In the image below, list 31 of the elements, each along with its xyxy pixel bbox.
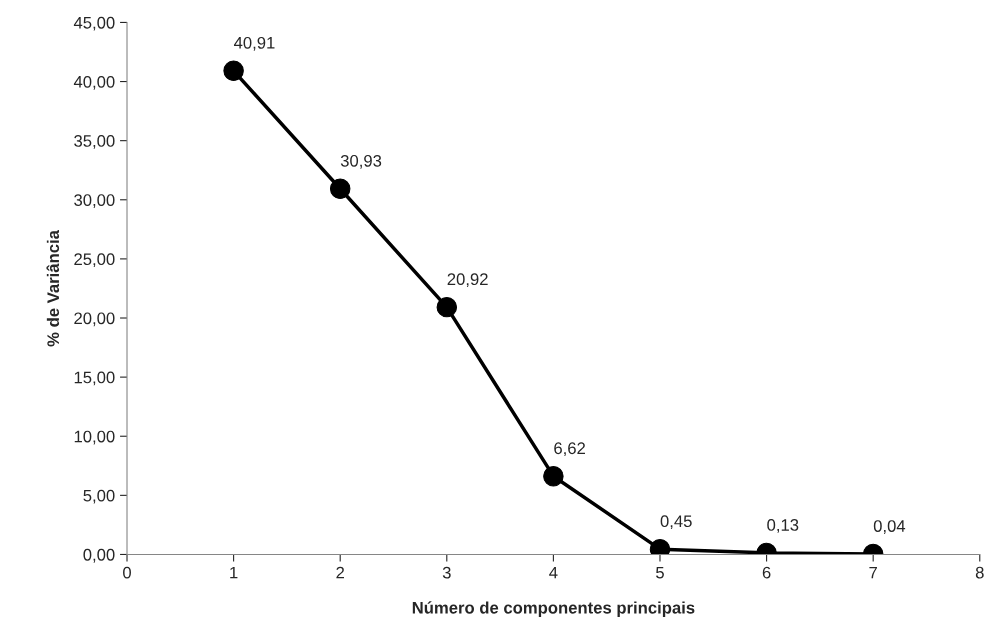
data-label: 6,62 (554, 442, 585, 457)
y-tick-label: 45,00 (73, 16, 115, 31)
x-tick-label: 3 (442, 566, 451, 579)
x-tick-label: 5 (656, 566, 664, 579)
y-tick-label: 30,00 (74, 194, 115, 208)
y-tick-label: 5,00 (83, 489, 115, 504)
x-tick-label: 1 (230, 566, 238, 579)
x-tick-label: 6 (762, 566, 771, 579)
x-tick-label: 8 (975, 566, 984, 579)
point (329, 178, 351, 200)
y-tick-label: 20,00 (74, 312, 115, 327)
y-axis-title: % de Variância (46, 229, 60, 347)
x-tick-label: 0 (123, 566, 131, 579)
y-tick-label: 25,00 (74, 253, 115, 268)
point (436, 296, 458, 318)
data-label: 0,13 (767, 519, 799, 533)
point (223, 60, 244, 82)
data-label: 30,93 (340, 154, 382, 169)
x-tick-label: 2 (336, 566, 344, 579)
y-tick-label: 0,00 (83, 548, 115, 563)
x-axis-title: Número de componentes principais (412, 601, 695, 617)
x-tick-label: 4 (549, 566, 558, 579)
y-tick-label: 40,00 (73, 75, 115, 90)
x-tick-label: 7 (869, 566, 877, 579)
data-label: 0,45 (660, 515, 692, 530)
data-label: 0,04 (873, 520, 906, 534)
y-tick-label: 15,00 (74, 371, 115, 386)
y-tick-label: 10,00 (74, 430, 115, 445)
data-label: 40,91 (233, 36, 275, 51)
y-tick-label: 35,00 (74, 135, 115, 149)
data-label: 20,92 (447, 273, 488, 288)
